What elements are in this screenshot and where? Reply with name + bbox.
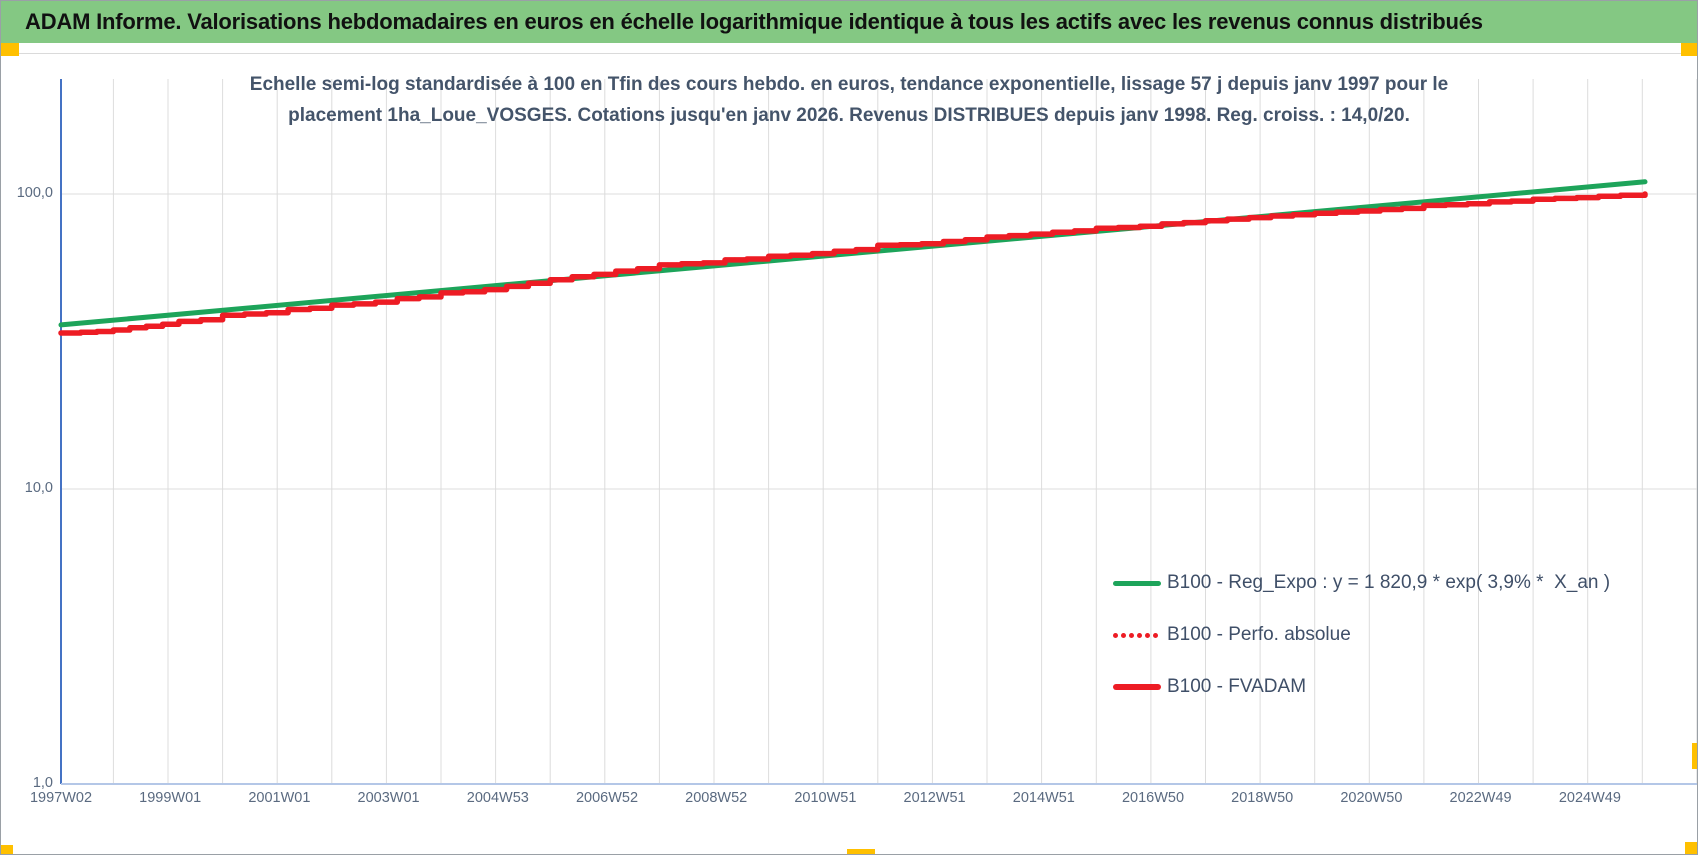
x-tick-label: 1999W01 [139, 790, 202, 806]
red-line-swatch-icon [1113, 684, 1161, 690]
page-title: ADAM Informe. Valorisations hebdomadaire… [25, 9, 1483, 34]
x-axis-labels: 1997W02 1999W01 2001W01 2003W01 2004W53 2006W… [1, 790, 1697, 812]
accent-square-top-right [1681, 43, 1697, 56]
legend-item-perfo-absolue: B100 - Perfo. absolue [1113, 621, 1610, 649]
green-line-swatch-icon [1113, 580, 1161, 586]
chart-subtitle: Echelle semi-log standardisée à 100 en T… [1, 69, 1697, 131]
legend-item-reg-expo: B100 - Reg_Expo : y = 1 820,9 * exp( 3,9… [1113, 569, 1610, 597]
y-tick-label-100: 100,0 [16, 185, 53, 201]
x-tick-label: 2004W53 [466, 790, 529, 806]
red-dotted-swatch-icon [1113, 632, 1161, 638]
x-tick-label: 2001W01 [248, 790, 311, 806]
chart-subtitle-line-2: placement 1ha_Loue_VOSGES. Cotations jus… [288, 105, 1410, 126]
legend-label: B100 - Reg_Expo : y = 1 820,9 * exp( 3,9… [1167, 572, 1611, 593]
accent-square-bottom-right [1685, 842, 1697, 854]
x-tick-label: 2016W50 [1121, 790, 1185, 806]
x-tick-label: 2022W49 [1449, 790, 1512, 806]
title-bar: ADAM Informe. Valorisations hebdomadaire… [1, 1, 1697, 43]
accent-square-top-left [1, 43, 19, 56]
x-tick-label: 2012W51 [903, 790, 966, 806]
legend-label: B100 - FVADAM [1167, 676, 1307, 697]
accent-square-right-edge [1692, 743, 1697, 769]
x-tick-label: 2020W50 [1340, 790, 1403, 806]
x-tick-label: 2003W01 [357, 790, 420, 806]
x-tick-label: 2008W52 [685, 790, 748, 806]
legend-item-fvadam: B100 - FVADAM [1113, 673, 1610, 701]
x-tick-label: 2014W51 [1012, 790, 1075, 806]
legend-label: B100 - Perfo. absolue [1167, 624, 1351, 645]
y-tick-label-1: 1,0 [32, 775, 53, 791]
accent-square-bottom-left [1, 845, 13, 854]
chart-subtitle-line-1: Echelle semi-log standardisée à 100 en T… [249, 74, 1449, 95]
x-tick-label: 2006W52 [575, 790, 639, 806]
x-tick-label: 2010W51 [794, 790, 857, 806]
accent-dash-bottom-center [847, 849, 875, 854]
x-tick-label: 2024W49 [1558, 790, 1621, 806]
y-tick-label-10: 10,0 [24, 480, 53, 496]
chart-legend: B100 - Reg_Expo : y = 1 820,9 * exp( 3,9… [1113, 569, 1610, 725]
x-tick-label: 2018W50 [1231, 790, 1294, 806]
row-divider-line [15, 53, 1683, 54]
x-tick-label: 1997W02 [29, 790, 93, 806]
series-fvadam [58, 191, 1648, 336]
